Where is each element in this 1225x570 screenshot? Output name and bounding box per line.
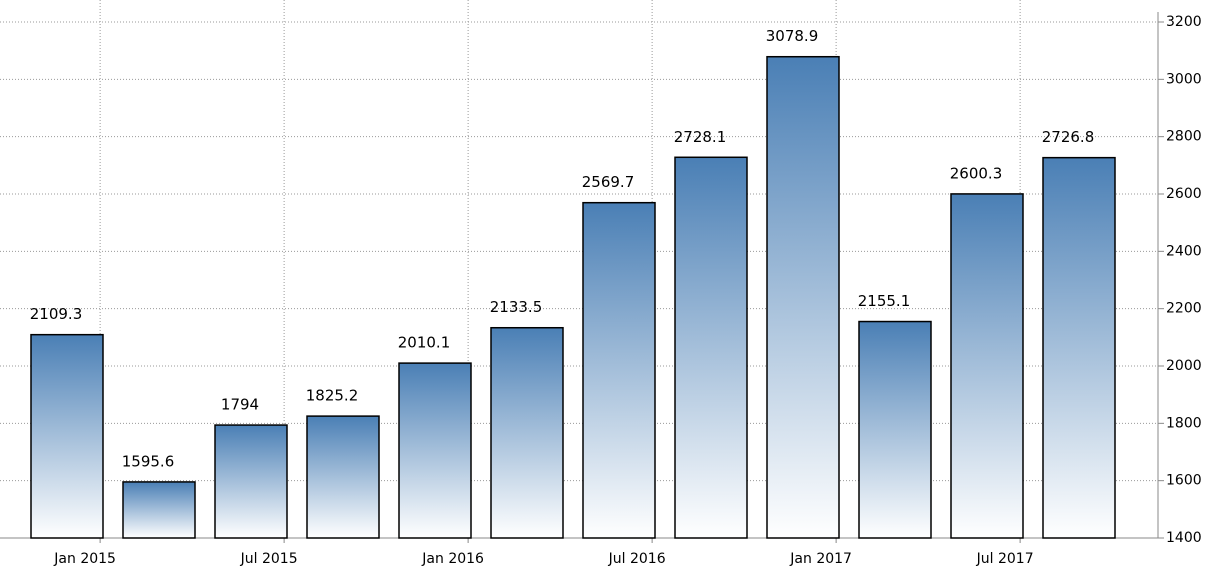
value-label: 1595.6 bbox=[122, 452, 175, 470]
x-tick-label: Jul 2017 bbox=[976, 551, 1034, 567]
bar bbox=[214, 424, 288, 539]
bar bbox=[858, 320, 932, 539]
y-tick-label: 2200 bbox=[1166, 301, 1202, 317]
bar bbox=[674, 156, 748, 539]
y-tick-label: 1800 bbox=[1166, 415, 1202, 431]
value-label: 1794 bbox=[221, 396, 259, 414]
value-label: 2109.3 bbox=[30, 305, 83, 323]
x-tick-label: Jan 2015 bbox=[53, 551, 116, 567]
bar bbox=[950, 193, 1024, 539]
value-label: 2726.8 bbox=[1042, 128, 1095, 146]
value-label: 2569.7 bbox=[582, 173, 635, 191]
x-tick-label: Jan 2016 bbox=[421, 551, 484, 567]
x-tick-label: Jul 2015 bbox=[240, 551, 298, 567]
value-label: 2010.1 bbox=[398, 334, 451, 352]
bar bbox=[1042, 156, 1116, 539]
bar bbox=[306, 415, 380, 539]
bar bbox=[766, 55, 840, 539]
bar bbox=[490, 326, 564, 539]
y-tick-label: 3200 bbox=[1166, 14, 1202, 30]
y-tick-label: 3000 bbox=[1166, 71, 1202, 87]
y-tick-label: 2800 bbox=[1166, 129, 1202, 145]
value-label: 2600.3 bbox=[950, 164, 1003, 182]
x-tick-label: Jul 2016 bbox=[608, 551, 666, 567]
value-label: 1825.2 bbox=[306, 387, 359, 405]
y-tick-label: 2400 bbox=[1166, 243, 1202, 259]
y-tick-label: 2600 bbox=[1166, 186, 1202, 202]
value-label: 2133.5 bbox=[490, 298, 543, 316]
bar bbox=[582, 201, 656, 539]
x-tick-label: Jan 2017 bbox=[789, 551, 852, 567]
y-tick-label: 2000 bbox=[1166, 358, 1202, 374]
value-label: 2155.1 bbox=[858, 292, 911, 310]
y-tick-label: 1600 bbox=[1166, 473, 1202, 489]
value-label: 3078.9 bbox=[766, 27, 819, 45]
bar bbox=[122, 481, 196, 539]
value-label: 2728.1 bbox=[674, 128, 727, 146]
bar bbox=[398, 362, 472, 539]
y-tick-label: 1400 bbox=[1166, 530, 1202, 546]
bar bbox=[30, 333, 104, 539]
